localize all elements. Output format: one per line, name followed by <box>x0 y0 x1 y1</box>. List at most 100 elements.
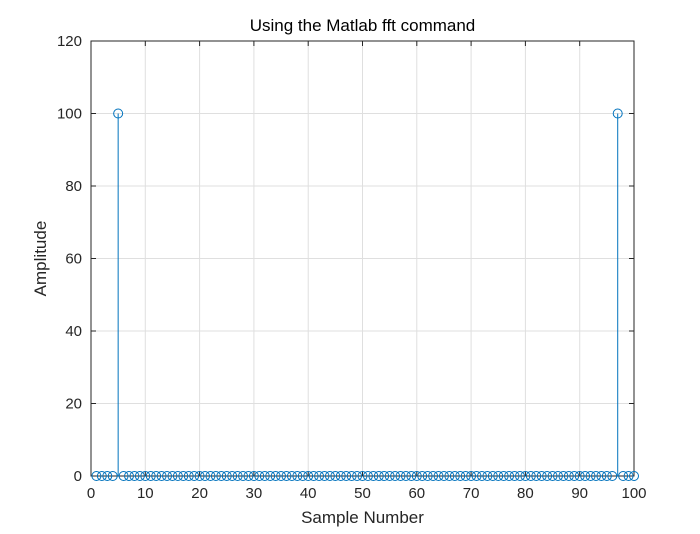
stem-marker <box>151 471 162 481</box>
stem-marker <box>124 471 135 481</box>
y-tick-label: 0 <box>74 468 82 485</box>
x-tick-label: 90 <box>571 485 588 502</box>
stem-marker <box>558 471 569 481</box>
stem-marker <box>493 471 504 481</box>
stem-marker <box>134 471 145 481</box>
stem-marker <box>433 471 444 481</box>
stem-marker <box>200 471 211 481</box>
stem-marker <box>411 471 422 481</box>
stem-marker <box>601 471 612 481</box>
stem-marker <box>162 471 173 481</box>
stem-marker <box>189 471 200 481</box>
stem-marker <box>596 471 607 481</box>
stem-marker <box>270 471 281 481</box>
stem-marker <box>362 471 373 481</box>
stem-marker <box>286 471 297 481</box>
stem-marker <box>455 471 466 481</box>
stem-marker <box>449 471 460 481</box>
stem-marker <box>330 471 341 481</box>
stem-marker <box>113 108 124 119</box>
stem-marker <box>91 471 102 481</box>
stem-marker <box>335 471 346 481</box>
stem-marker <box>574 471 585 481</box>
stem-marker <box>498 471 509 481</box>
stem-marker <box>504 471 515 481</box>
x-tick-label: 10 <box>137 485 154 502</box>
stem-marker <box>118 471 129 481</box>
x-tick-label: 20 <box>191 485 208 502</box>
stem-marker <box>238 471 249 481</box>
stem-marker <box>542 471 553 481</box>
y-tick-label: 60 <box>65 251 82 268</box>
stem-marker <box>156 471 167 481</box>
x-tick-label: 80 <box>517 485 534 502</box>
stem-marker <box>520 471 531 481</box>
stem-marker <box>303 471 314 481</box>
stem-marker <box>341 471 352 481</box>
stem-marker <box>629 471 639 481</box>
stem-marker <box>612 108 623 119</box>
y-tick-label: 100 <box>57 106 82 123</box>
stem-marker <box>276 471 287 481</box>
stem-marker <box>308 471 319 481</box>
stem-marker <box>140 471 151 481</box>
stem-marker <box>373 471 384 481</box>
stem-marker <box>172 471 183 481</box>
y-tick-label: 20 <box>65 396 82 413</box>
stem-marker <box>384 471 395 481</box>
stem-marker <box>476 471 487 481</box>
x-tick-label: 70 <box>463 485 480 502</box>
stem-marker <box>536 471 547 481</box>
y-tick-label: 80 <box>65 178 82 195</box>
stem-marker <box>216 471 227 481</box>
stem-marker <box>107 471 118 481</box>
stem-marker <box>406 471 417 481</box>
stem-marker <box>178 471 189 481</box>
stem-marker <box>509 471 520 481</box>
stem-marker <box>96 471 107 481</box>
stem-marker <box>569 471 580 481</box>
stem-marker <box>471 471 482 481</box>
x-tick-label: 30 <box>246 485 263 502</box>
stem-marker <box>129 471 140 481</box>
stem-marker <box>395 471 406 481</box>
stem-marker <box>205 471 216 481</box>
y-tick-label: 120 <box>57 33 82 50</box>
stem-marker <box>221 471 232 481</box>
x-tick-label: 0 <box>87 485 95 502</box>
stem-marker <box>346 471 357 481</box>
stem-marker <box>297 471 308 481</box>
stem-marker <box>254 471 265 481</box>
x-tick-label: 100 <box>621 485 646 502</box>
stem-marker <box>444 471 455 481</box>
stem-marker <box>145 471 156 481</box>
stem-marker <box>319 471 330 481</box>
stem-marker <box>547 471 558 481</box>
stem-marker <box>265 471 276 481</box>
stem-marker <box>466 471 477 481</box>
stem-marker <box>357 471 368 481</box>
stem-marker <box>563 471 574 481</box>
stem-marker <box>183 471 194 481</box>
stem-marker <box>618 471 629 481</box>
stem-marker <box>487 471 498 481</box>
stem-marker <box>607 471 618 481</box>
stem-marker <box>460 471 471 481</box>
stem-marker <box>417 471 428 481</box>
stem-marker <box>232 471 243 481</box>
stem-marker <box>314 471 325 481</box>
stem-marker <box>243 471 254 481</box>
stem-marker <box>227 471 238 481</box>
y-axis-title: Amplitude <box>31 221 50 297</box>
data-series <box>91 108 639 481</box>
stem-marker <box>194 471 205 481</box>
stem-marker <box>482 471 493 481</box>
stem-marker <box>210 471 221 481</box>
x-tick-label: 50 <box>354 485 371 502</box>
stem-marker <box>167 471 178 481</box>
x-axis-title: Sample Number <box>301 508 424 527</box>
chart-title: Using the Matlab fft command <box>250 16 476 35</box>
stem-marker <box>514 471 525 481</box>
y-tick-label: 40 <box>65 323 82 340</box>
